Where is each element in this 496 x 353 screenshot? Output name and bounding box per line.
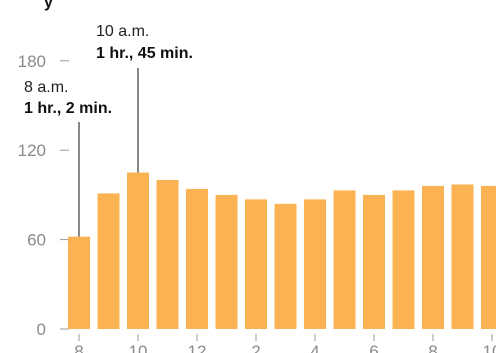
- bar-10: [127, 172, 149, 329]
- bar-22: [481, 185, 496, 329]
- x-tick-label-18: 6: [369, 342, 378, 353]
- x-tick-label-12: 12: [188, 342, 207, 353]
- bar-18: [363, 194, 385, 329]
- annotation-value-10: 1 hr., 45 min.: [96, 45, 193, 62]
- x-axis: 8 10 12 2 4 6 8 10: [74, 334, 496, 353]
- bar-15: [274, 203, 297, 329]
- annotations: 8 a.m. 1 hr., 2 min. 10 a.m. 1 hr., 45 min.: [24, 23, 193, 237]
- x-tick-label-22: 10: [483, 342, 496, 353]
- bar-14: [245, 199, 267, 329]
- bar-13: [215, 194, 238, 329]
- bar-19: [392, 190, 415, 329]
- bar-9: [97, 193, 120, 329]
- bar-21: [451, 184, 474, 329]
- clipped-heading: y: [44, 0, 53, 11]
- annotation-time-8: 8 a.m.: [24, 79, 68, 96]
- bar-12: [186, 188, 208, 329]
- bar-8: [68, 236, 90, 329]
- bar-17: [333, 190, 356, 329]
- y-tick-label-120: 120: [18, 141, 46, 160]
- x-tick-label-8: 8: [74, 342, 83, 353]
- bars: [68, 172, 496, 329]
- bar-11: [156, 180, 179, 329]
- x-tick-label-16: 4: [310, 342, 319, 353]
- y-tick-label-0: 0: [37, 320, 46, 339]
- annotation-time-10: 10 a.m.: [96, 23, 149, 40]
- y-tick-label-180: 180: [18, 52, 46, 71]
- annotation-value-8: 1 hr., 2 min.: [24, 100, 112, 117]
- y-axis: 0 60 120 180: [18, 52, 69, 339]
- y-tick-label-60: 60: [27, 231, 46, 250]
- bar-16: [304, 199, 326, 329]
- x-tick-label-20: 8: [428, 342, 437, 353]
- x-tick-label-14: 2: [251, 342, 260, 353]
- bar-20: [422, 185, 444, 329]
- x-tick-label-10: 10: [129, 342, 148, 353]
